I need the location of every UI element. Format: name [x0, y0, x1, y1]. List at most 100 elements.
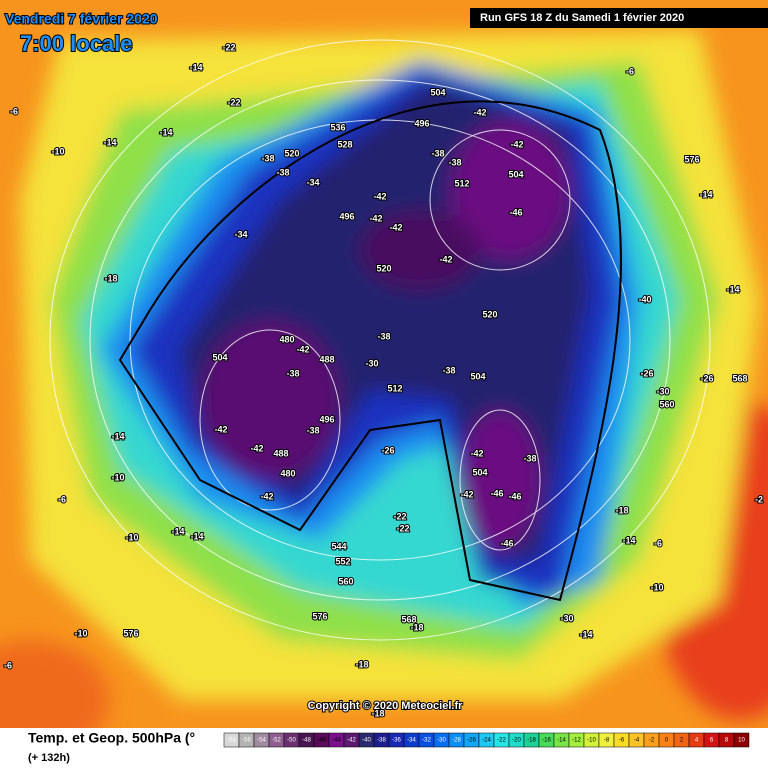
contour-label: 568 — [732, 373, 747, 383]
contour-label: -46 — [508, 491, 521, 501]
colorbar-label: -44 — [332, 738, 341, 744]
contour-label: -10 — [51, 146, 64, 156]
time: 7:00 locale — [20, 31, 133, 56]
colorbar-label: -30 — [437, 738, 446, 744]
contour-label: -18 — [355, 659, 368, 669]
contour-label: -38 — [523, 453, 536, 463]
contour-label: -46 — [509, 207, 522, 217]
contour-label: -6 — [10, 106, 18, 116]
contour-label: 480 — [279, 334, 294, 344]
contour-label: -42 — [470, 448, 483, 458]
contour-label: -18 — [615, 505, 628, 515]
contour-label: 520 — [376, 263, 391, 273]
contour-label: 520 — [284, 148, 299, 158]
contour-label: -6 — [626, 66, 634, 76]
colorbar-label: -10 — [587, 738, 596, 744]
colorbar-label: -28 — [452, 738, 461, 744]
colorbar-label: -16 — [542, 738, 551, 744]
contour-label: 552 — [335, 556, 350, 566]
contour-label: -18 — [371, 708, 384, 718]
contour-label: -42 — [369, 213, 382, 223]
contour-label: -10 — [74, 628, 87, 638]
contour-label: -2 — [755, 494, 763, 504]
contour-label: -14 — [171, 526, 184, 536]
contour-label: 504 — [212, 352, 227, 362]
run: Run GFS 18 Z du Samedi 1 février 2020 — [480, 12, 684, 24]
contour-label: 528 — [337, 139, 352, 149]
contour-label: -14 — [103, 137, 116, 147]
colorbar-label: 8 — [725, 738, 729, 744]
contour-label: -42 — [373, 191, 386, 201]
contour-label: -46 — [490, 488, 503, 498]
colorbar-label: 10 — [738, 738, 745, 744]
contour-label: 496 — [339, 211, 354, 221]
contour-label: -6 — [58, 494, 66, 504]
contour-label: -18 — [410, 622, 423, 632]
contour-label: -38 — [306, 425, 319, 435]
contour-label: 504 — [470, 371, 485, 381]
contour-label: -10 — [111, 472, 124, 482]
contour-label: -42 — [510, 139, 523, 149]
contour-label: -38 — [286, 368, 299, 378]
contour-label: 504 — [430, 87, 445, 97]
colorbar-label: -46 — [317, 738, 326, 744]
contour-label: -38 — [261, 153, 274, 163]
colorbar-label: -14 — [557, 738, 566, 744]
colorbar-label: -54 — [257, 738, 266, 744]
contour-label: 536 — [330, 122, 345, 132]
colorbar-label: -4 — [634, 738, 640, 744]
colorbar-label: 6 — [710, 738, 714, 744]
contour-label: -42 — [473, 107, 486, 117]
contour-label: 504 — [508, 169, 523, 179]
contour-label: -10 — [650, 582, 663, 592]
contour-label: 504 — [472, 467, 487, 477]
colorbar-label: 2 — [680, 738, 684, 744]
contour-label: 560 — [338, 576, 353, 586]
colorbar-label: -18 — [527, 738, 536, 744]
footer-lead: (+ 132h) — [28, 752, 70, 764]
contour-label: -26 — [381, 445, 394, 455]
colorbar-label: -36 — [392, 738, 401, 744]
contour-label: -42 — [439, 254, 452, 264]
footer-title: Temp. et Geop. 500hPa (° — [28, 730, 195, 746]
contour-label: -6 — [4, 660, 12, 670]
contour-label: 496 — [319, 414, 334, 424]
contour-label: -38 — [442, 365, 455, 375]
contour-label: -6 — [654, 538, 662, 548]
contour-label: -18 — [104, 273, 117, 283]
colorbar-label: -56 — [242, 738, 251, 744]
colorbar-label: -40 — [362, 738, 371, 744]
colorbar-label: -6 — [619, 738, 625, 744]
contour-label: -42 — [296, 344, 309, 354]
contour-label: -26 — [700, 373, 713, 383]
contour-label: -34 — [234, 229, 247, 239]
colorbar-label: -20 — [512, 738, 521, 744]
contour-label: -42 — [260, 491, 273, 501]
contour-label: -34 — [306, 177, 319, 187]
contour-label: 480 — [280, 468, 295, 478]
contour-label: -42 — [250, 443, 263, 453]
run-box — [470, 8, 768, 28]
contour-label: -22 — [393, 511, 406, 521]
colorbar-label: -22 — [497, 738, 506, 744]
colorbar-label: -8 — [604, 738, 610, 744]
colorbar-label: -2 — [649, 738, 655, 744]
contour-label: -14 — [699, 189, 712, 199]
contour-label: -22 — [227, 97, 240, 107]
contour-label: -40 — [638, 294, 651, 304]
contour-label: 544 — [331, 541, 346, 551]
colorbar-label: -38 — [377, 738, 386, 744]
contour-label: -42 — [389, 222, 402, 232]
contour-label: -14 — [622, 535, 635, 545]
contour-label: 568 — [401, 614, 416, 624]
copyright: Copyright © 2020 Meteociel.fr — [308, 700, 464, 712]
contour-label: -46 — [500, 538, 513, 548]
contour-label: -14 — [190, 531, 203, 541]
contour-label: -30 — [656, 386, 669, 396]
colorbar-label: 0 — [665, 738, 669, 744]
contour-label: -14 — [159, 127, 172, 137]
contour-label: 520 — [482, 309, 497, 319]
colorbar-label: -32 — [422, 738, 431, 744]
